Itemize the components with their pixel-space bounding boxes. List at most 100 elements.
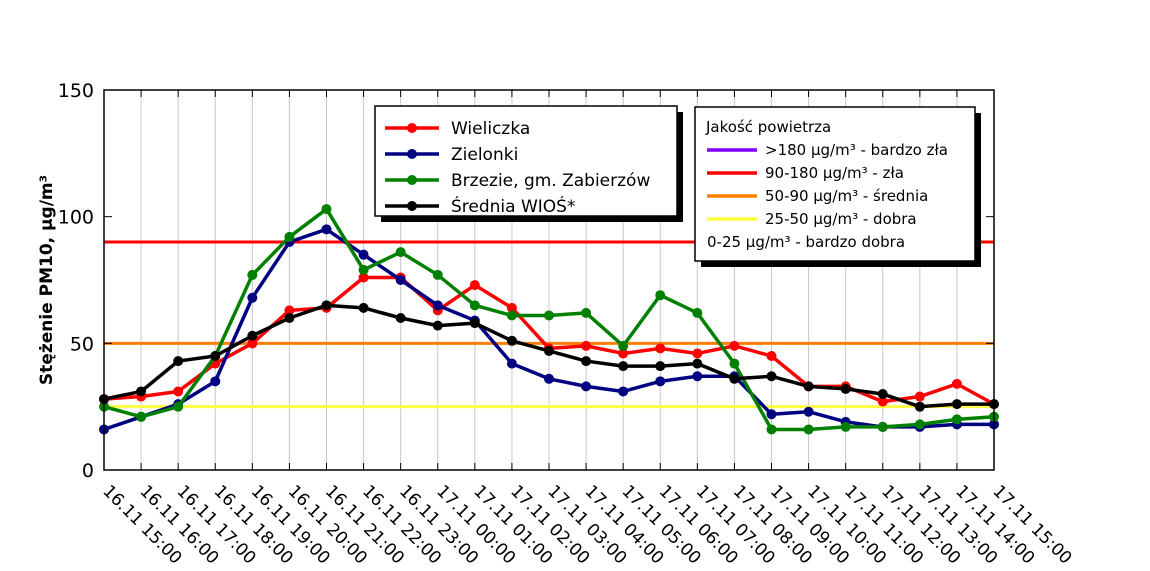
quality-legend-label: >180 μg/m³ - bardzo zła <box>765 141 948 159</box>
data-point <box>951 378 962 389</box>
legend-box <box>374 105 678 217</box>
series-legend: Wieliczka Zielonki Brzezie, gm. Zabierzów Ś… <box>374 105 683 222</box>
legend-label: Wieliczka <box>451 119 530 139</box>
data-point <box>358 264 369 275</box>
data-point <box>506 358 517 369</box>
data-point <box>581 356 592 367</box>
data-point <box>618 340 629 351</box>
data-point <box>655 376 666 387</box>
data-point <box>358 302 369 313</box>
data-series <box>99 204 999 435</box>
data-point <box>655 343 666 354</box>
legend-box <box>694 106 976 262</box>
data-point <box>173 356 184 367</box>
data-point <box>284 231 295 242</box>
y-tick-label: 50 <box>70 333 94 355</box>
data-point <box>877 389 888 399</box>
data-point <box>618 386 629 397</box>
data-point <box>951 414 962 425</box>
quality-legend-label: 90-180 μg/m³ - zła <box>765 164 904 182</box>
data-point <box>506 335 517 346</box>
data-point <box>729 340 740 351</box>
data-point <box>321 300 332 311</box>
data-point <box>914 419 925 430</box>
data-point <box>544 373 554 384</box>
quality-legend-label: 50-90 μg/m³ - średnia <box>765 187 928 205</box>
data-point <box>914 401 925 412</box>
legend-marker <box>407 123 417 133</box>
data-point <box>136 411 147 422</box>
y-axis-ticks: 0 50 100 150 <box>58 80 994 482</box>
data-point <box>358 249 369 260</box>
legend-marker <box>407 201 417 211</box>
data-point <box>284 305 295 316</box>
legend-label: Zielonki <box>451 145 518 165</box>
data-point <box>840 383 851 394</box>
legend-label: Brzezie, gm. Zabierzów <box>451 171 650 191</box>
data-point <box>395 275 406 285</box>
data-point <box>766 424 777 435</box>
data-point <box>247 330 258 341</box>
data-point <box>506 302 517 313</box>
data-point <box>247 269 258 280</box>
data-point <box>655 290 666 301</box>
data-point <box>432 300 443 311</box>
data-point <box>618 361 629 372</box>
quality-legend-label: 25-50 μg/m³ - dobra <box>765 210 917 228</box>
data-point <box>692 348 703 359</box>
data-point <box>803 406 814 417</box>
data-point <box>692 307 703 318</box>
data-point <box>581 381 592 392</box>
data-point <box>766 409 777 420</box>
data-point <box>469 300 480 311</box>
data-point <box>432 269 443 280</box>
data-point <box>803 381 814 392</box>
y-axis-label: Stężenie PM10, μg/m³ <box>37 175 57 385</box>
data-point <box>210 376 221 387</box>
data-point <box>877 396 888 407</box>
data-point <box>173 386 184 397</box>
data-point <box>469 280 480 291</box>
data-point <box>136 386 147 397</box>
data-point <box>692 358 703 369</box>
data-point <box>469 318 480 329</box>
data-point <box>284 313 295 323</box>
data-point <box>803 424 814 435</box>
data-point <box>506 310 517 321</box>
data-point <box>951 399 962 410</box>
data-point <box>877 421 888 432</box>
data-point <box>544 345 554 356</box>
data-point <box>729 373 740 384</box>
data-point <box>432 320 443 331</box>
data-point <box>581 307 592 318</box>
axes <box>103 89 995 471</box>
legend-label: Średnia WIOŚ* <box>451 195 575 217</box>
data-point <box>358 272 369 283</box>
data-point <box>692 371 703 382</box>
data-point <box>544 310 554 321</box>
data-point <box>581 340 592 351</box>
data-point <box>655 361 666 372</box>
air-quality-legend: Jakość powietrza >180 μg/m³ - bardzo zła… <box>694 106 981 267</box>
legend-marker <box>407 149 417 159</box>
data-point <box>729 358 740 369</box>
data-point <box>766 351 777 361</box>
y-tick-label: 150 <box>58 80 94 102</box>
legend-marker <box>407 175 417 185</box>
quality-legend-label: 0-25 μg/m³ - bardzo dobra <box>707 233 905 251</box>
data-point <box>247 292 258 303</box>
air-quality-legend-title: Jakość powietrza <box>705 118 831 136</box>
data-point <box>321 224 332 235</box>
data-point <box>618 348 629 359</box>
data-point <box>914 391 925 402</box>
y-tick-label: 100 <box>58 207 94 229</box>
data-point <box>766 371 777 382</box>
data-point <box>840 421 851 432</box>
data-point <box>395 313 406 323</box>
data-point <box>247 338 258 349</box>
data-point <box>321 204 332 215</box>
data-point <box>173 401 184 412</box>
y-tick-label: 0 <box>82 460 94 482</box>
